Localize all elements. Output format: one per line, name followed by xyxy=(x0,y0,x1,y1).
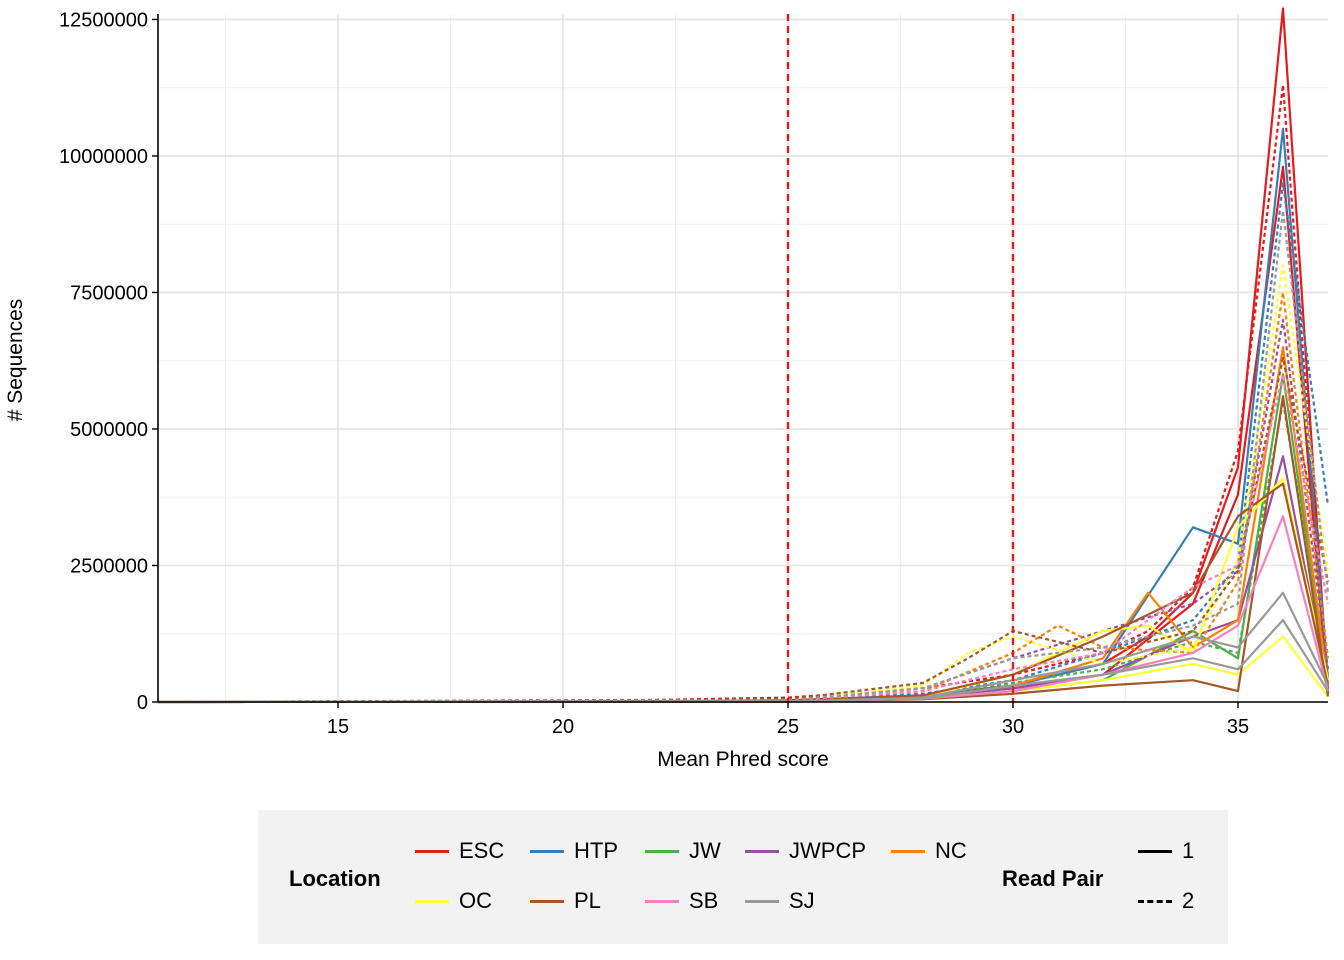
series-line-sj-pair2 xyxy=(157,209,1330,704)
legend-swatch xyxy=(530,849,564,853)
series-line-jwpcp-pair2 xyxy=(157,318,1330,704)
series-line-pl-pair1 xyxy=(157,395,1330,704)
legend-label: OC xyxy=(459,888,492,913)
legend-item-sb: SB xyxy=(645,886,718,916)
y-tick-label: 7500000 xyxy=(70,282,148,304)
legend-item-pl: PL xyxy=(530,886,601,916)
legend-swatch xyxy=(745,899,779,903)
x-axis-title: Mean Phred score xyxy=(657,748,829,771)
series-line-oc-pair2 xyxy=(157,264,1330,704)
series-line-oc-pair1 xyxy=(157,635,1329,704)
series-line-sj-pair1 xyxy=(157,618,1329,704)
legend-label: 1 xyxy=(1182,838,1195,863)
legend-swatch xyxy=(415,849,449,853)
legend-item-sj: SJ xyxy=(745,886,815,916)
legend-swatch xyxy=(1138,849,1172,853)
y-tick-label: 12500000 xyxy=(59,9,148,31)
minor-gridlines xyxy=(158,14,1328,702)
line-chart: 15 20 25 30 35 0 2500000 5000000 7500000 1000000… xyxy=(4,7,1330,771)
y-tick-label: 2500000 xyxy=(70,555,148,577)
legend-item-jw: JW xyxy=(645,836,721,866)
legend-swatch xyxy=(1138,899,1172,903)
legend-item-oc: OC xyxy=(415,886,492,916)
series-line-sb-pair1 xyxy=(157,515,1330,704)
legend-item-esc: ESC xyxy=(415,836,504,866)
series-line-sj-pair1 xyxy=(157,591,1329,704)
major-gridlines xyxy=(158,14,1328,703)
y-tick-label: 0 xyxy=(137,692,148,714)
axes xyxy=(157,14,1328,703)
y-axis-title: # Sequences xyxy=(4,299,27,422)
legend-label: ESC xyxy=(459,838,505,863)
legend-item-readpair-1: 1 xyxy=(1138,836,1194,866)
series-line-pl-pair1 xyxy=(157,482,1330,704)
legend-label: JW xyxy=(689,838,721,863)
y-tick-label: 5000000 xyxy=(70,419,148,441)
legend-swatch xyxy=(645,849,679,853)
legend-swatch xyxy=(530,899,564,903)
series-line-jw-pair2 xyxy=(157,400,1330,704)
legend-label: PL xyxy=(574,888,601,913)
legend-label: HTP xyxy=(574,838,618,863)
x-tick-label: 35 xyxy=(1227,716,1249,738)
series-line-esc-pair1 xyxy=(157,165,1330,704)
series-line-htp-pair2 xyxy=(157,182,1330,704)
y-tick-labels: 0 2500000 5000000 7500000 10000000 12500000 xyxy=(59,9,158,714)
legend-swatch xyxy=(891,849,925,853)
legend-swatch xyxy=(745,849,779,853)
legend-item-htp: HTP xyxy=(530,836,618,866)
legend-label: JWPCP xyxy=(789,838,866,863)
reference-lines xyxy=(786,14,1015,702)
legend-swatch xyxy=(645,899,679,903)
legend-item-jwpcp: JWPCP xyxy=(745,836,866,866)
series-line-nc-pair2 xyxy=(157,291,1330,704)
y-tick-label: 10000000 xyxy=(59,146,148,168)
series-lines xyxy=(157,7,1330,704)
legend-label: NC xyxy=(935,838,967,863)
legend-item-readpair-2: 2 xyxy=(1138,886,1194,916)
legend-label: SB xyxy=(689,888,719,913)
x-tick-label: 30 xyxy=(1002,716,1024,738)
legend-label: SJ xyxy=(789,888,815,913)
legend-label: 2 xyxy=(1182,888,1195,913)
x-tick-labels: 15 20 25 30 35 xyxy=(327,702,1249,738)
legend-readpair-title: Read Pair xyxy=(1002,866,1104,891)
legend-location-title: Location xyxy=(289,866,381,891)
legend: Location ESC HTP JW JWPCP NC OC PL SB SJ Read Pa… xyxy=(258,810,1228,944)
x-tick-label: 15 xyxy=(327,716,349,738)
legend-item-nc: NC xyxy=(891,836,967,866)
x-tick-label: 25 xyxy=(777,716,799,738)
legend-swatch xyxy=(415,899,449,903)
series-line-pl-pair2 xyxy=(157,356,1330,704)
x-tick-label: 20 xyxy=(552,716,574,738)
series-line-esc-pair2 xyxy=(157,83,1330,704)
